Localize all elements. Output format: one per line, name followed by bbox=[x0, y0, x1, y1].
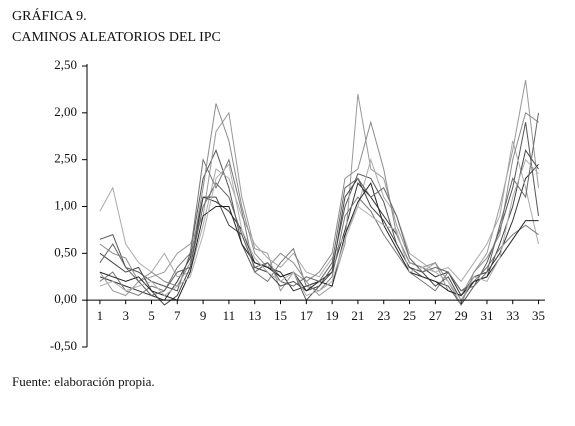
x-tick-label: 1 bbox=[97, 308, 104, 323]
chart-subtitle: CAMINOS ALEATORIOS DEL IPC bbox=[12, 30, 221, 45]
series-line bbox=[99, 79, 539, 297]
x-tick-label: 3 bbox=[122, 308, 129, 323]
x-tick-label: 17 bbox=[300, 308, 314, 323]
x-tick-label: 19 bbox=[326, 308, 339, 323]
y-tick-label: -0,50 bbox=[50, 338, 77, 353]
x-tick-label: 13 bbox=[248, 308, 261, 323]
x-tick-label: 25 bbox=[403, 308, 416, 323]
x-tick-label: 15 bbox=[274, 308, 287, 323]
x-tick-label: 31 bbox=[480, 308, 493, 323]
series-line bbox=[99, 112, 539, 297]
x-tick-label: 23 bbox=[377, 308, 390, 323]
x-tick-label: 35 bbox=[532, 308, 545, 323]
x-tick-label: 9 bbox=[200, 308, 207, 323]
x-tick-label: 11 bbox=[223, 308, 236, 323]
x-tick-label: 27 bbox=[429, 308, 443, 323]
series-line bbox=[99, 181, 539, 301]
x-tick-label: 21 bbox=[351, 308, 364, 323]
y-tick-label: 2,00 bbox=[54, 104, 77, 119]
chart-title: GRÁFICA 9. bbox=[12, 7, 87, 24]
x-tick-label: 33 bbox=[506, 308, 519, 323]
series-line bbox=[99, 140, 539, 283]
y-tick-label: 2,50 bbox=[54, 151, 77, 166]
source-note: Fuente: elaboración propia. bbox=[12, 374, 155, 389]
series-line bbox=[99, 158, 539, 302]
x-tick-label: 7 bbox=[174, 308, 181, 323]
y-tick-label: 0,00 bbox=[54, 291, 77, 306]
series-line bbox=[99, 122, 539, 306]
y-tick-label: 0,50 bbox=[54, 244, 77, 259]
series-line bbox=[99, 103, 539, 307]
y-tick-label: 2,50 bbox=[54, 57, 77, 72]
x-tick-label: 5 bbox=[148, 308, 155, 323]
x-tick-label: 29 bbox=[455, 308, 468, 323]
y-tick-label: 1,00 bbox=[54, 197, 77, 212]
